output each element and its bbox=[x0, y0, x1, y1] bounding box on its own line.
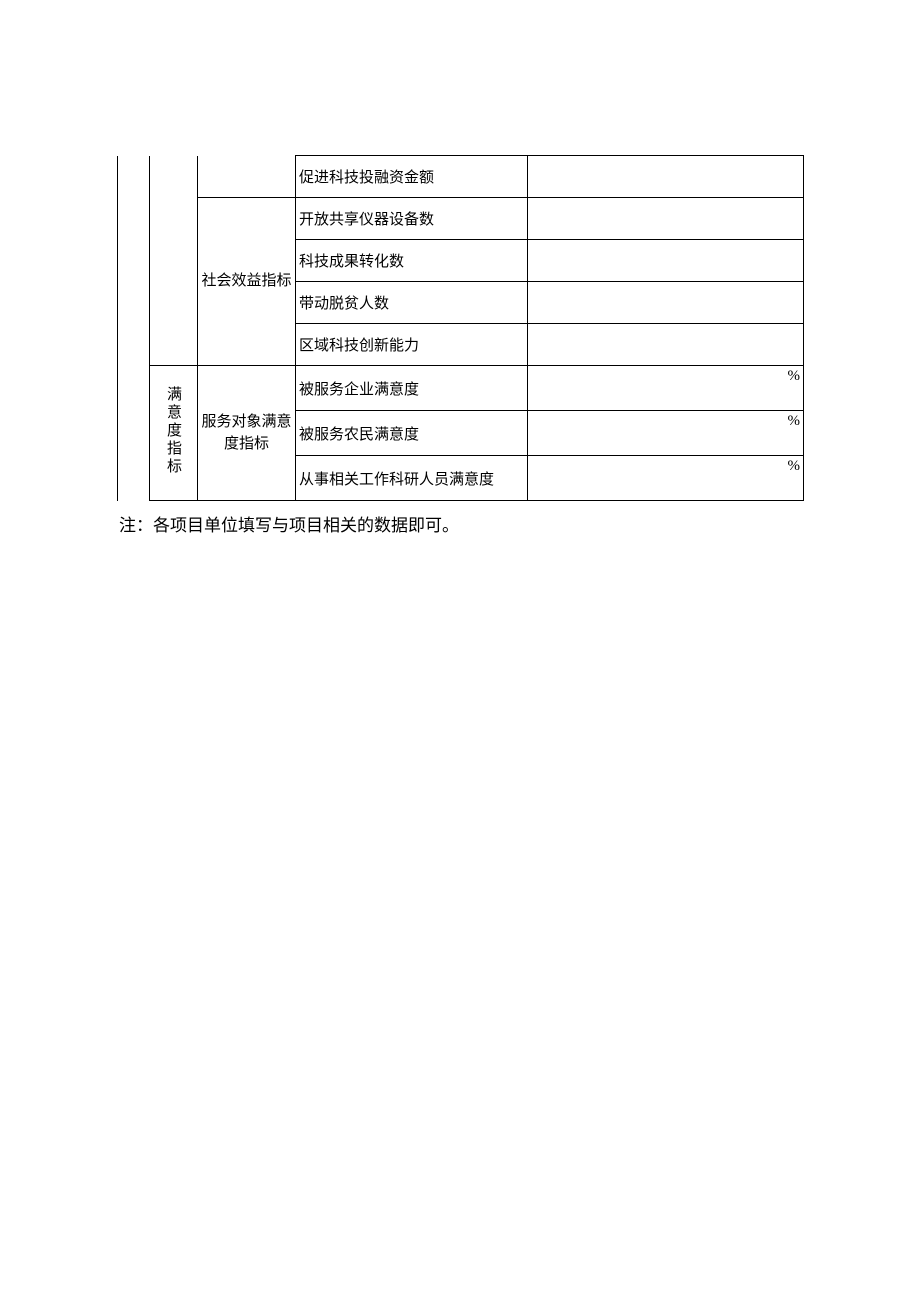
footnote: 注：各项目单位填写与项目相关的数据即可。 bbox=[117, 511, 803, 536]
indicator-cell: 开放共享仪器设备数 bbox=[296, 198, 528, 240]
group-2-c-label: 服务对象满意度指标 bbox=[201, 414, 291, 453]
group-2-b-label: 满意度指标 bbox=[163, 386, 184, 476]
indicator-label: 区域科技创新能力 bbox=[299, 338, 419, 354]
indicator-label: 被服务农民满意度 bbox=[299, 427, 419, 443]
value-cell[interactable]: % bbox=[528, 456, 804, 501]
table-row: 满意度指标 服务对象满意度指标 被服务企业满意度 % bbox=[118, 366, 804, 411]
indicator-cell: 区域科技创新能力 bbox=[296, 324, 528, 366]
table-row: 促进科技投融资金额 bbox=[118, 156, 804, 198]
col-b-group-2: 满意度指标 bbox=[150, 366, 198, 501]
indicator-cell: 促进科技投融资金额 bbox=[296, 156, 528, 198]
value-cell[interactable] bbox=[528, 324, 804, 366]
group-1-label: 社会效益指标 bbox=[201, 273, 291, 289]
indicator-cell: 带动脱贫人数 bbox=[296, 282, 528, 324]
value-cell[interactable] bbox=[528, 282, 804, 324]
value-cell[interactable]: % bbox=[528, 366, 804, 411]
indicator-cell: 科技成果转化数 bbox=[296, 240, 528, 282]
col-c-group-0 bbox=[198, 156, 296, 198]
col-c-group-1: 社会效益指标 bbox=[198, 198, 296, 366]
value-cell[interactable]: % bbox=[528, 411, 804, 456]
indicator-cell: 被服务农民满意度 bbox=[296, 411, 528, 456]
indicator-label: 带动脱贫人数 bbox=[299, 296, 389, 312]
indicator-label: 科技成果转化数 bbox=[299, 254, 404, 270]
indicator-table: 促进科技投融资金额 社会效益指标 开放共享仪器设备数 科技成果转化数 带动脱贫人… bbox=[117, 155, 804, 501]
value-text: % bbox=[788, 368, 801, 384]
indicator-label: 促进科技投融资金额 bbox=[299, 170, 434, 186]
col-b-group-1 bbox=[150, 156, 198, 366]
indicator-label: 开放共享仪器设备数 bbox=[299, 212, 434, 228]
value-text: % bbox=[788, 413, 801, 429]
value-cell[interactable] bbox=[528, 198, 804, 240]
indicator-label: 被服务企业满意度 bbox=[299, 382, 419, 398]
value-cell[interactable] bbox=[528, 240, 804, 282]
indicator-label: 从事相关工作科研人员满意度 bbox=[299, 472, 494, 488]
indicator-cell: 从事相关工作科研人员满意度 bbox=[296, 456, 528, 501]
col-a-spacer bbox=[118, 156, 150, 501]
value-cell[interactable] bbox=[528, 156, 804, 198]
indicator-cell: 被服务企业满意度 bbox=[296, 366, 528, 411]
table-row: 社会效益指标 开放共享仪器设备数 bbox=[118, 198, 804, 240]
col-c-group-2: 服务对象满意度指标 bbox=[198, 366, 296, 501]
footnote-text: 注：各项目单位填写与项目相关的数据即可。 bbox=[119, 516, 459, 535]
value-text: % bbox=[788, 458, 801, 474]
